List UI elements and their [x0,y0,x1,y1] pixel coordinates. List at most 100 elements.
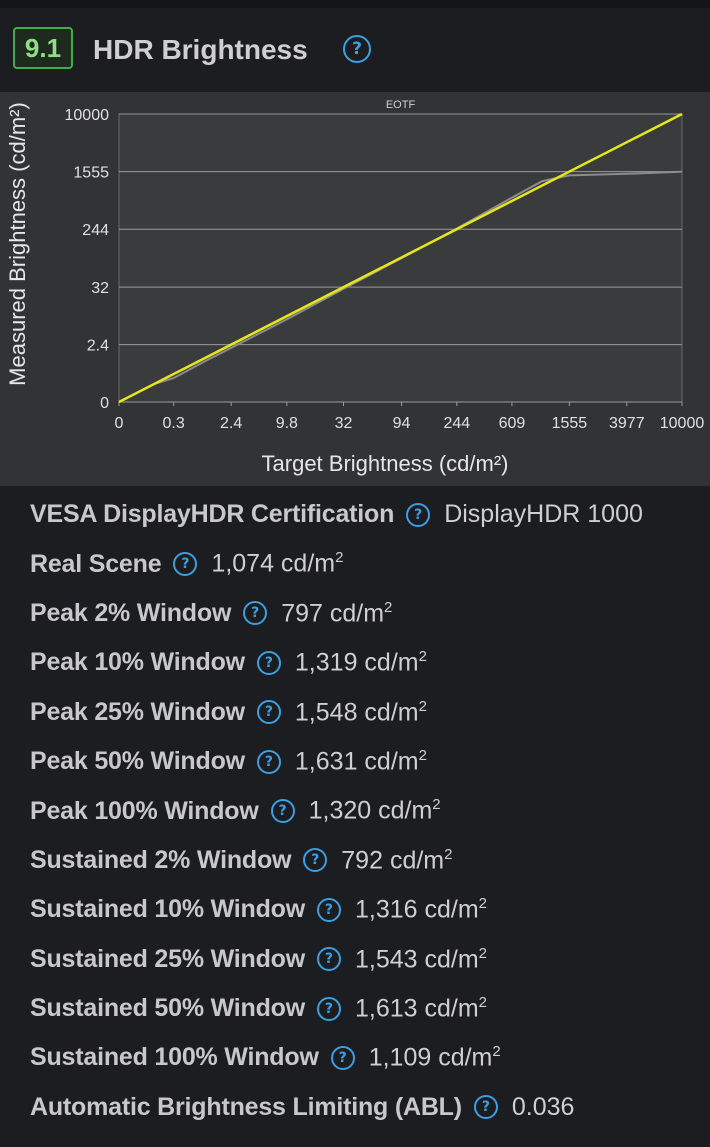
x-tick-label: 9.8 [276,415,298,432]
spec-row: Sustained 25% Window? 1,543 cd/m2 [0,935,710,984]
spec-row: Real Scene? 1,074 cd/m2 [0,539,710,588]
question-circle-icon[interactable]: ? [303,848,328,873]
spec-label: Sustained 2% Window [30,845,292,874]
spec-label: Peak 25% Window [30,697,245,726]
x-tick-label: 94 [393,415,411,432]
spec-value-text: 1,613 cd/m [354,994,479,1023]
question-circle-icon[interactable]: ? [316,996,341,1021]
question-circle-icon[interactable]: ? [343,35,371,63]
spec-value-text: 1,543 cd/m [354,944,479,973]
spec-value-text: 792 cd/m [341,846,445,875]
section-header: 9.1 HDR Brightness ? [0,8,710,92]
spec-label: Sustained 10% Window [30,895,305,924]
spec-row: Peak 25% Window? 1,548 cd/m2 [0,688,710,737]
x-tick-label: 609 [499,415,526,432]
spec-value: DisplayHDR 1000 [444,500,643,529]
spec-value: 0.036 [512,1093,575,1122]
spec-value-superscript: 2 [418,746,427,764]
y-tick-label: 1555 [73,165,109,182]
spec-label: VESA DisplayHDR Certification [30,500,395,529]
spec-row: Automatic Brightness Limiting (ABL)? 0.03… [0,1083,710,1132]
spec-value-text: 1,320 cd/m [308,796,433,825]
y-tick-label: 2.4 [87,338,109,355]
spec-value-superscript: 2 [444,845,453,863]
spec-value-text: 1,074 cd/m [211,549,336,578]
x-tick-label: 0.3 [163,415,185,432]
spec-value: 1,109 cd/m2 [369,1043,501,1072]
x-tick-label: 244 [443,415,470,432]
y-axis-label: Measured Brightness (cd/m²) [5,102,30,386]
question-circle-icon[interactable]: ? [330,1045,355,1070]
spec-value-superscript: 2 [478,944,488,962]
spec-value-text: 1,548 cd/m [294,697,419,726]
spec-value-text: 1,319 cd/m [294,648,419,677]
question-circle-icon[interactable]: ? [270,799,295,824]
eotf-chart-svg: 0 2.4 32 244 1555 10000 0 0.3 2.4 9.8 32 94 244 609 15… [5,99,705,476]
spec-label: Peak 50% Window [30,747,245,776]
question-circle-icon[interactable]: ? [243,601,268,626]
spec-row: Sustained 50% Window? 1,613 cd/m2 [0,984,710,1033]
eotf-chart: 0 2.4 32 244 1555 10000 0 0.3 2.4 9.8 32 94 244 609 15… [0,92,710,486]
spec-value: 1,316 cd/m2 [355,895,487,924]
x-tick-label: 10000 [660,415,705,432]
x-tick-label: 32 [335,415,353,432]
question-circle-icon[interactable]: ? [256,650,281,675]
spec-row: Sustained 2% Window? 792 cd/m2 [0,836,710,885]
spec-value-text: 1,631 cd/m [294,747,419,776]
spec-label: Peak 2% Window [30,598,232,627]
spec-row: Sustained 10% Window? 1,316 cd/m2 [0,885,710,934]
spec-value-superscript: 2 [335,549,344,567]
spec-value: 797 cd/m2 [281,599,392,628]
x-tick-label: 2.4 [220,415,242,432]
y-tick-label: 0 [100,395,109,412]
spec-list: VESA DisplayHDR Certification? DisplayHDR… [0,490,710,1132]
spec-value: 1,613 cd/m2 [355,994,487,1023]
spec-label: Sustained 25% Window [30,944,305,973]
question-circle-icon[interactable]: ? [256,700,281,725]
spec-value-text: DisplayHDR 1000 [444,500,643,529]
x-axis-label: Target Brightness (cd/m²) [262,451,509,476]
spec-row: Peak 2% Window? 797 cd/m2 [0,589,710,638]
y-tick-label: 10000 [65,107,110,124]
spec-value: 1,320 cd/m2 [309,796,441,825]
spec-value-text: 797 cd/m [281,599,385,628]
spec-value-superscript: 2 [432,796,441,814]
chart-title: EOTF [386,99,416,111]
spec-value-superscript: 2 [418,697,427,715]
spec-row: Sustained 100% Window? 1,109 cd/m2 [0,1033,710,1082]
spec-value: 1,074 cd/m2 [211,549,343,578]
y-tick-label: 244 [82,222,109,239]
top-strip [0,0,710,8]
spec-label: Peak 100% Window [30,796,259,825]
section-title: HDR Brightness [93,34,308,65]
spec-value-superscript: 2 [478,993,488,1011]
spec-value-superscript: 2 [478,895,488,913]
spec-value-superscript: 2 [492,1043,501,1061]
spec-row: Peak 10% Window? 1,319 cd/m2 [0,638,710,687]
question-circle-icon[interactable]: ? [256,749,281,774]
spec-row: VESA DisplayHDR Certification? DisplayHDR… [0,490,710,539]
spec-value-text: 1,316 cd/m [354,895,479,924]
spec-value: 1,543 cd/m2 [355,945,487,974]
spec-value-superscript: 2 [418,648,427,666]
spec-value: 1,548 cd/m2 [295,698,427,727]
spec-value: 1,319 cd/m2 [295,648,427,677]
series-line-1 [118,112,683,404]
spec-label: Automatic Brightness Limiting (ABL) [30,1092,462,1121]
question-circle-icon[interactable]: ? [473,1095,498,1120]
question-circle-icon[interactable]: ? [406,502,431,527]
spec-value: 1,631 cd/m2 [295,747,427,776]
spec-value-text: 1,109 cd/m [368,1043,493,1072]
spec-label: Sustained 50% Window [30,994,305,1023]
score-badge: 9.1 [13,27,73,69]
spec-label: Peak 10% Window [30,648,245,677]
spec-row: Peak 50% Window? 1,631 cd/m2 [0,737,710,786]
x-tick-label: 3977 [609,415,645,432]
spec-label: Sustained 100% Window [30,1043,319,1072]
question-circle-icon[interactable]: ? [173,552,198,577]
spec-value-text: 0.036 [511,1092,575,1121]
question-circle-icon[interactable]: ? [316,947,341,972]
spec-row: Peak 100% Window? 1,320 cd/m2 [0,786,710,835]
x-tick-label: 1555 [552,415,588,432]
question-circle-icon[interactable]: ? [316,897,341,922]
